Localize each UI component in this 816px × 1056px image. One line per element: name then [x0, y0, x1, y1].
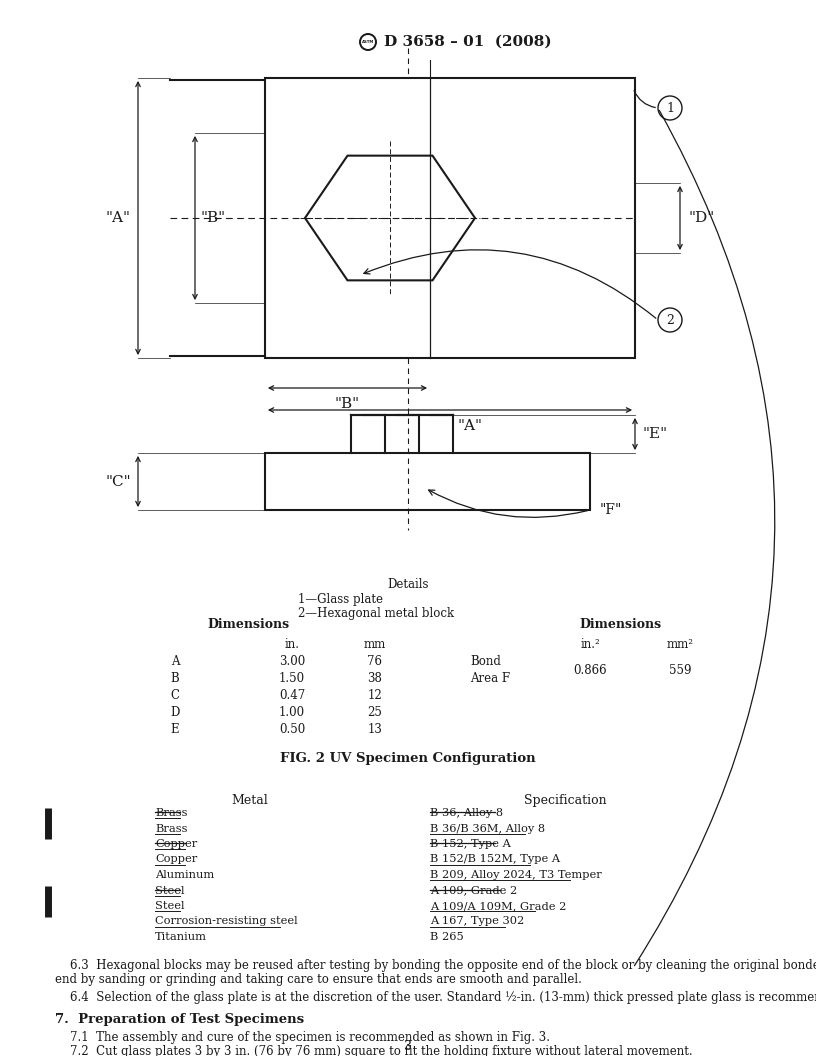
Text: 0.50: 0.50	[279, 723, 305, 736]
Text: Metal: Metal	[232, 794, 268, 807]
Text: "C": "C"	[105, 474, 131, 489]
Text: A 109, Grade 2: A 109, Grade 2	[430, 886, 517, 895]
Text: 559: 559	[669, 664, 691, 677]
Text: in.: in.	[285, 638, 299, 650]
Text: 12: 12	[368, 689, 383, 702]
Text: Area F: Area F	[470, 672, 510, 685]
Text: 13: 13	[367, 723, 383, 736]
Text: Copper: Copper	[155, 840, 197, 849]
Text: Dimensions: Dimensions	[579, 618, 661, 631]
Text: "D": "D"	[688, 211, 714, 225]
Text: "A": "A"	[105, 211, 131, 225]
Text: B 265: B 265	[430, 932, 463, 942]
Bar	[265, 78, 635, 358]
Text: Steel: Steel	[155, 886, 184, 895]
Text: "F": "F"	[600, 503, 623, 517]
Text: 3: 3	[404, 1040, 412, 1053]
Text: D 3658 – 01  (2008): D 3658 – 01 (2008)	[384, 35, 552, 49]
Text: 1: 1	[666, 101, 674, 114]
Text: 6.3  Hexagonal blocks may be reused after testing by bonding the opposite end of: 6.3 Hexagonal blocks may be reused after…	[55, 960, 816, 973]
Text: 25: 25	[367, 706, 383, 719]
Text: Corrosion-resisting steel: Corrosion-resisting steel	[155, 917, 298, 926]
Text: mm: mm	[364, 638, 386, 650]
Text: 38: 38	[367, 672, 383, 685]
Text: in.²: in.²	[580, 638, 600, 650]
Text: 0.47: 0.47	[279, 689, 305, 702]
Text: C: C	[171, 689, 180, 702]
Text: 76: 76	[367, 655, 383, 668]
Text: 7.1  The assembly and cure of the specimen is recommended as shown in Fig. 3.: 7.1 The assembly and cure of the specime…	[55, 1031, 550, 1043]
Text: "A": "A"	[458, 419, 482, 433]
Text: B 36/B 36M, Alloy 8: B 36/B 36M, Alloy 8	[430, 824, 545, 833]
Text: Brass: Brass	[155, 808, 188, 818]
Text: end by sanding or grinding and taking care to ensure that ends are smooth and pa: end by sanding or grinding and taking ca…	[55, 974, 582, 986]
Text: 0.866: 0.866	[573, 664, 607, 677]
Text: B 209, Alloy 2024, T3 Temper: B 209, Alloy 2024, T3 Temper	[430, 870, 601, 880]
Text: B: B	[171, 672, 180, 685]
Text: 1.00: 1.00	[279, 706, 305, 719]
Text: 7.2  Cut glass plates 3 by 3 in. (76 by 76 mm) square to fit the holding fixture: 7.2 Cut glass plates 3 by 3 in. (76 by 7…	[55, 1044, 693, 1056]
Text: 6.4  Selection of the glass plate is at the discretion of the user. Standard ½-i: 6.4 Selection of the glass plate is at t…	[55, 991, 816, 1003]
Text: "B": "B"	[200, 211, 225, 225]
Circle shape	[359, 33, 377, 51]
Text: A: A	[171, 655, 180, 668]
Text: 3.00: 3.00	[279, 655, 305, 668]
Text: 1—Glass plate: 1—Glass plate	[298, 593, 383, 606]
Text: 2: 2	[666, 314, 674, 326]
Text: Brass: Brass	[155, 824, 188, 833]
Text: B 36, Alloy 8: B 36, Alloy 8	[430, 808, 503, 818]
Text: B 152, Type A: B 152, Type A	[430, 840, 511, 849]
Text: Specification: Specification	[524, 794, 606, 807]
Text: Dimensions: Dimensions	[207, 618, 289, 631]
Text: 2—Hexagonal metal block: 2—Hexagonal metal block	[298, 607, 455, 620]
Text: 1.50: 1.50	[279, 672, 305, 685]
Text: E: E	[171, 723, 180, 736]
Text: mm²: mm²	[667, 638, 694, 650]
Text: 7.  Preparation of Test Specimens: 7. Preparation of Test Specimens	[55, 1013, 304, 1025]
Text: A 167, Type 302: A 167, Type 302	[430, 917, 524, 926]
Text: ASTM: ASTM	[361, 40, 374, 44]
Text: A 109/A 109M, Grade 2: A 109/A 109M, Grade 2	[430, 901, 566, 911]
Text: Titanium: Titanium	[155, 932, 207, 942]
Bar	[265, 453, 590, 510]
Text: D: D	[171, 706, 180, 719]
Text: Bond: Bond	[470, 655, 501, 668]
Text: Aluminum: Aluminum	[155, 870, 215, 880]
Text: Copper: Copper	[155, 854, 197, 865]
Text: "B": "B"	[335, 397, 360, 411]
Text: Steel: Steel	[155, 901, 184, 911]
Circle shape	[361, 35, 375, 49]
Text: Details: Details	[388, 578, 428, 591]
Text: "E": "E"	[643, 427, 668, 441]
Text: B 152/B 152M, Type A: B 152/B 152M, Type A	[430, 854, 560, 865]
Text: FIG. 2 UV Specimen Configuration: FIG. 2 UV Specimen Configuration	[280, 752, 536, 765]
